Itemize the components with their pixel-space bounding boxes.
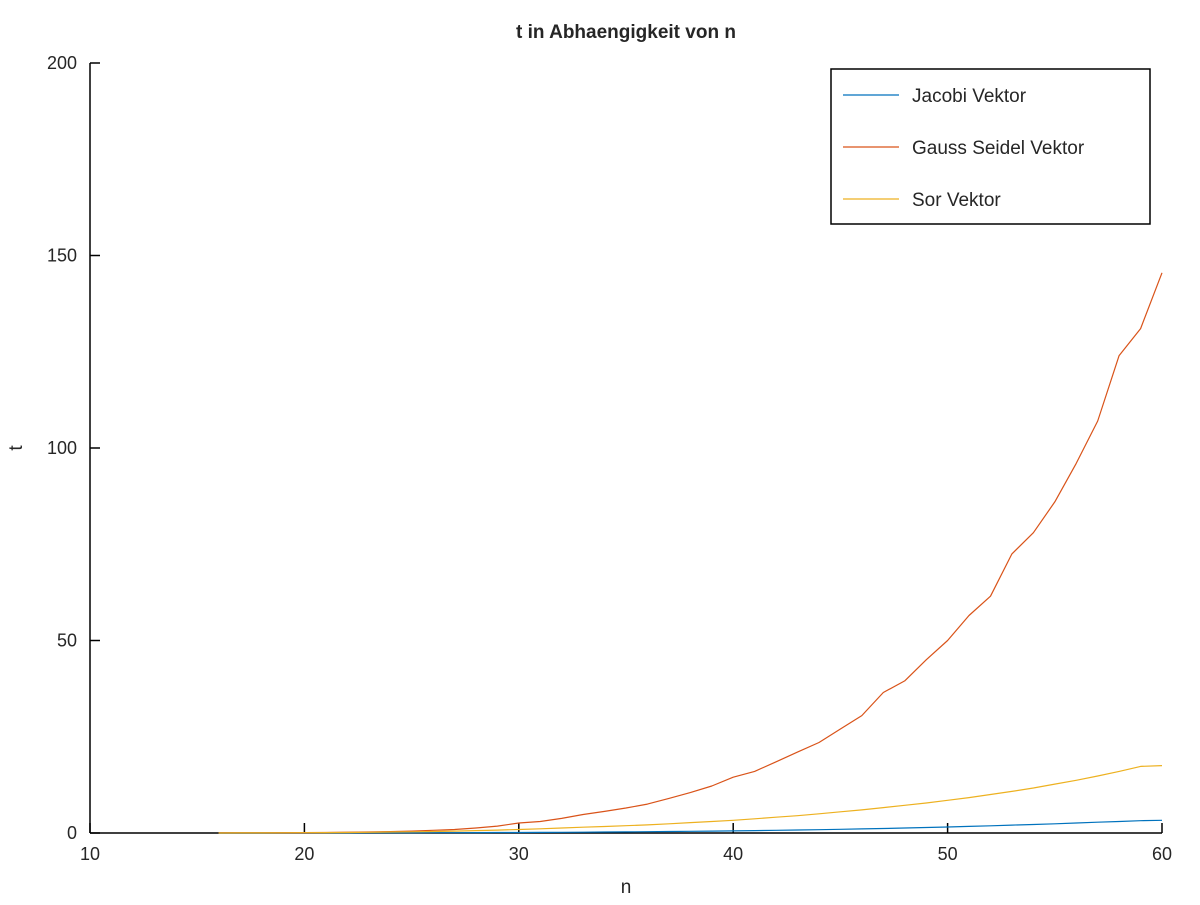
x-tick-label: 60: [1152, 844, 1172, 864]
x-tick-label: 20: [294, 844, 314, 864]
x-tick-label: 10: [80, 844, 100, 864]
legend-label-1: Jacobi Vektor: [912, 86, 1027, 107]
y-tick-label: 0: [67, 823, 77, 843]
x-tick-label: 40: [723, 844, 743, 864]
y-tick-label: 150: [47, 246, 77, 266]
y-axis-label: t: [6, 445, 27, 451]
x-tick-label: 50: [938, 844, 958, 864]
legend-label-3: Sor Vektor: [912, 190, 1001, 211]
legend: Jacobi Vektor Gauss Seidel Vektor Sor Vekt…: [830, 68, 1151, 225]
legend-label-2: Gauss Seidel Vektor: [912, 138, 1085, 159]
plot-area: 10 20 30 40 50 60 0 50 100 150 200: [47, 53, 1172, 864]
y-tick-label: 100: [47, 438, 77, 458]
x-tick-label: 30: [509, 844, 529, 864]
y-tick-label: 200: [47, 53, 77, 73]
y-tick-label: 50: [57, 631, 77, 651]
series-line-3: [218, 765, 1163, 834]
chart-title: t in Abhaengigkeit von n: [516, 22, 736, 43]
x-axis-label: n: [621, 877, 632, 898]
